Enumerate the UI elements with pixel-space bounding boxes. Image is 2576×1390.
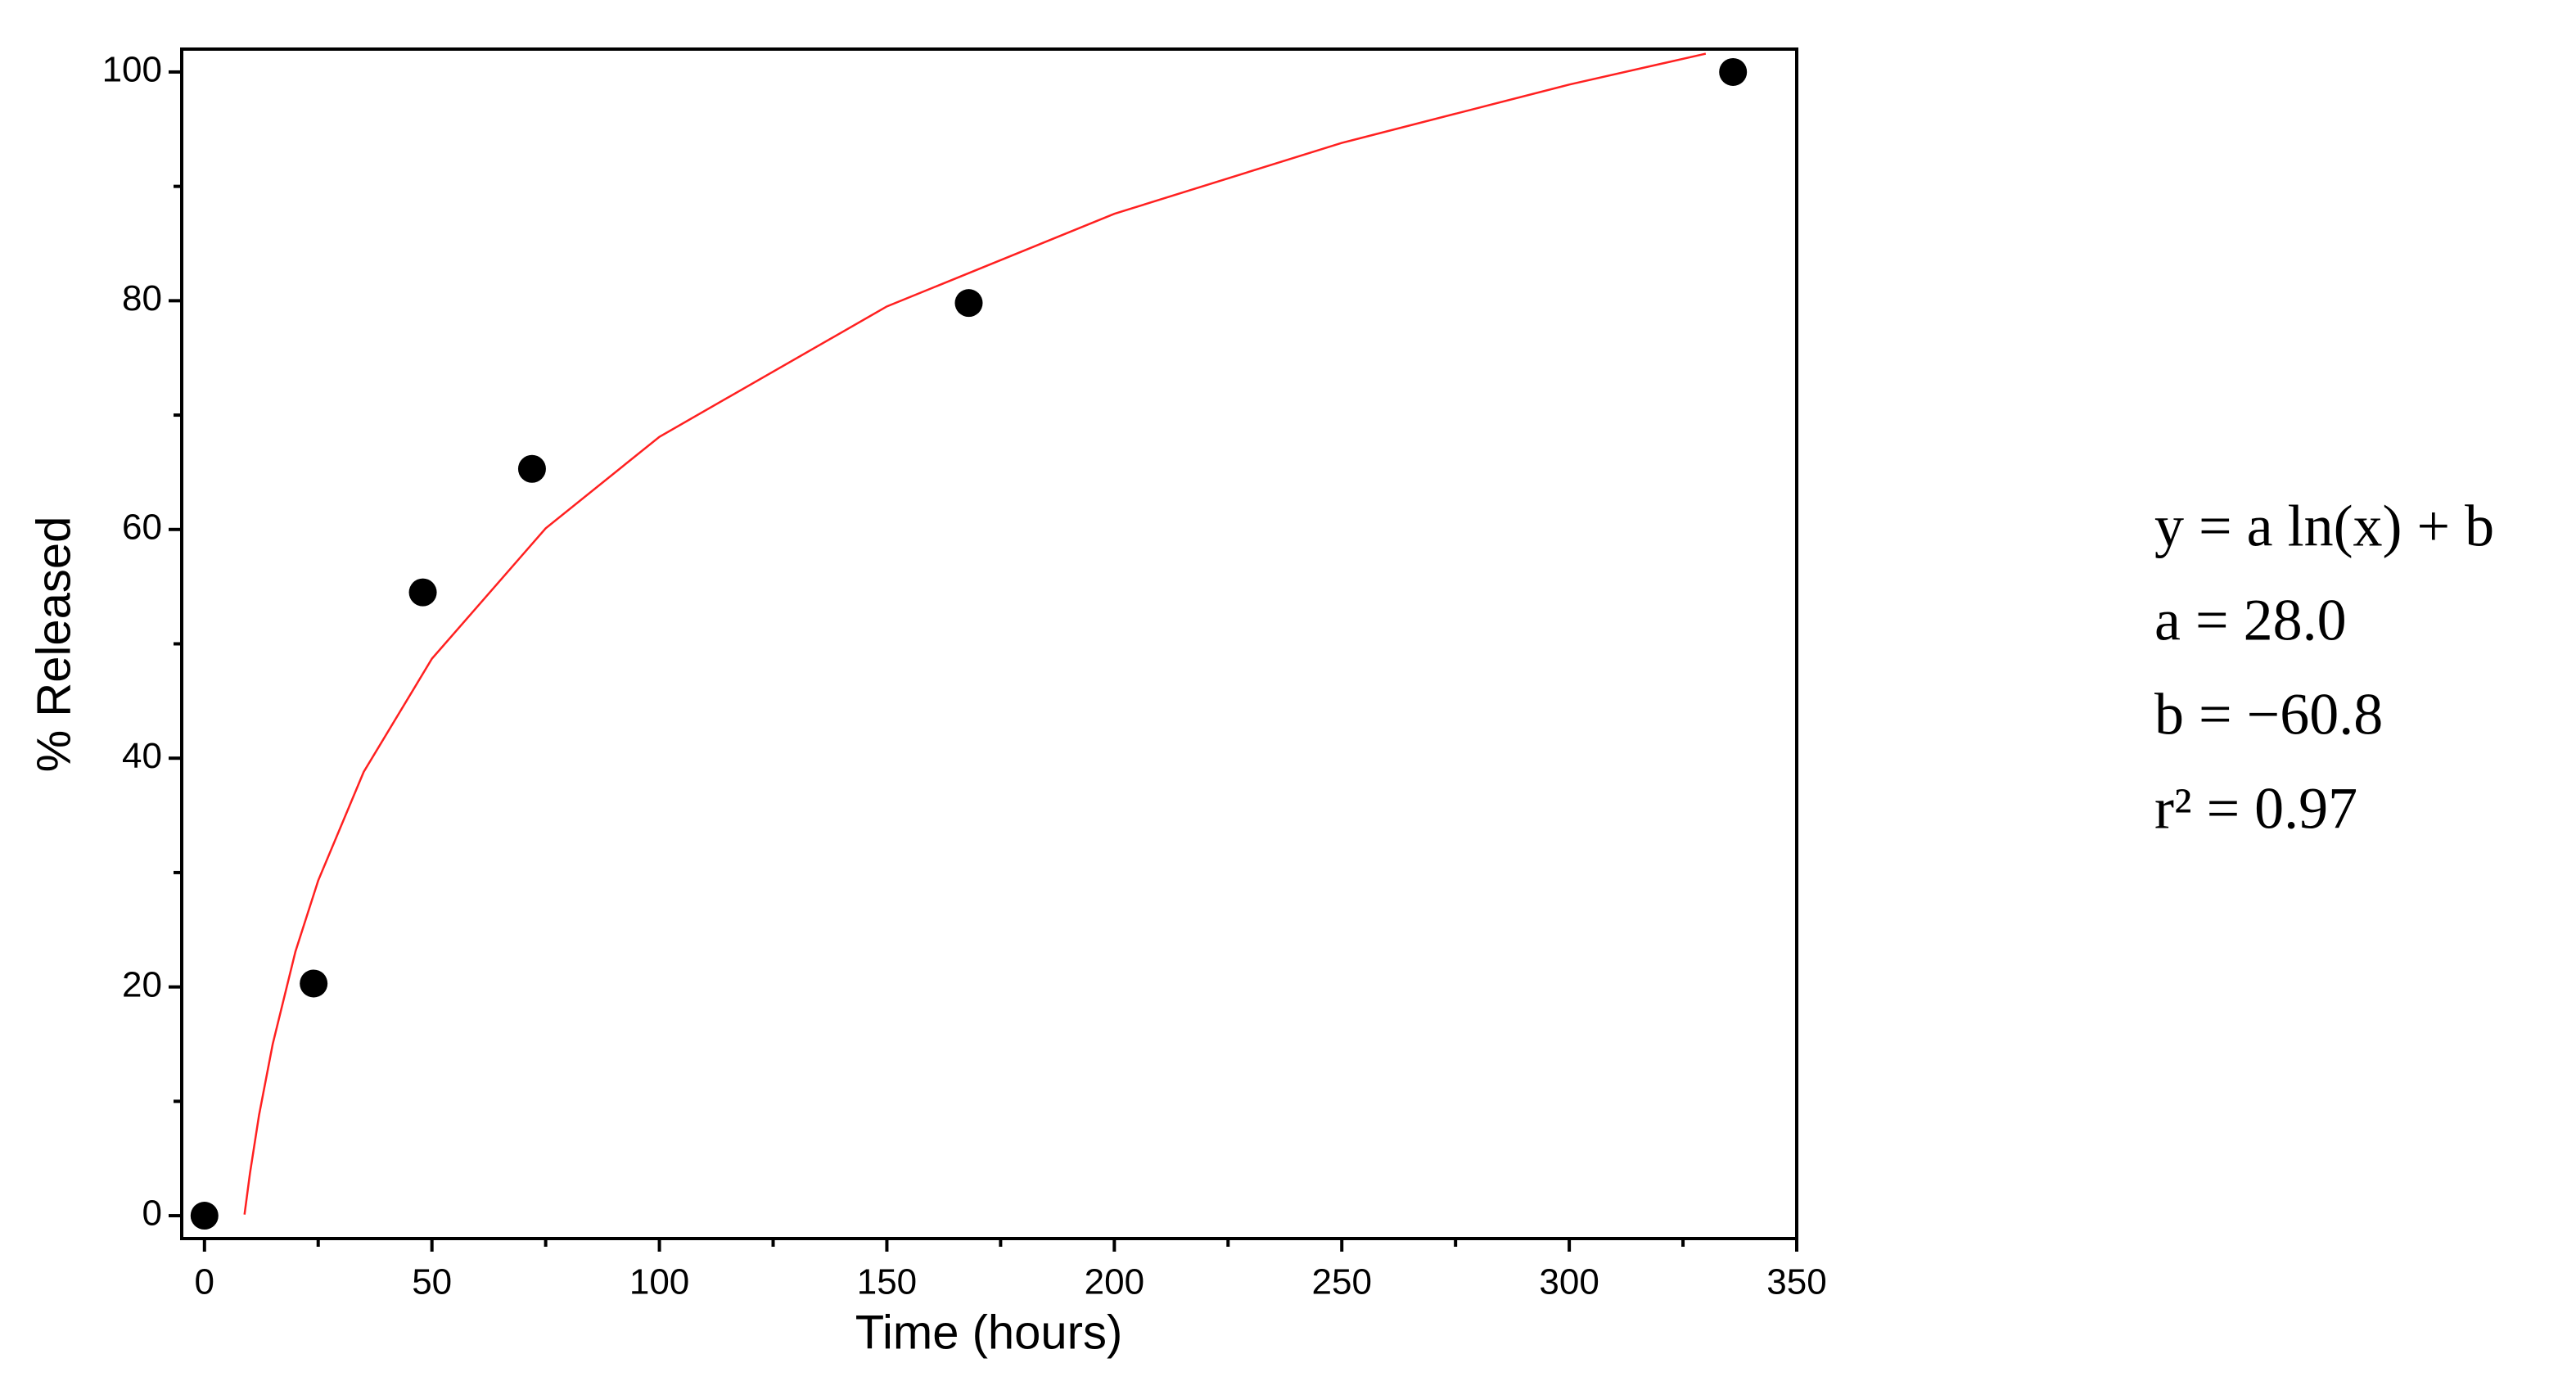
data-point xyxy=(408,578,437,607)
data-point xyxy=(517,454,546,483)
data-point xyxy=(300,969,328,998)
equation-line: y = a ln(x) + b xyxy=(2154,494,2494,559)
y-tick-label: 100 xyxy=(102,50,162,90)
y-tick-label: 80 xyxy=(122,278,162,318)
x-tick-label: 250 xyxy=(1312,1262,1372,1302)
x-tick-label: 300 xyxy=(1539,1262,1599,1302)
x-tick-label: 200 xyxy=(1085,1262,1144,1302)
x-tick-label: 100 xyxy=(629,1262,689,1302)
y-tick-label: 40 xyxy=(122,736,162,776)
y-tick-label: 60 xyxy=(122,507,162,547)
x-axis-title: Time (hours) xyxy=(855,1306,1123,1359)
x-tick-label: 50 xyxy=(412,1262,452,1302)
fit-curve xyxy=(243,52,1707,1215)
equation-line: a = 28.0 xyxy=(2154,588,2347,653)
data-point xyxy=(190,1202,219,1230)
equation-line: b = −60.8 xyxy=(2154,682,2383,747)
plot-frame xyxy=(180,47,1798,1240)
y-tick-label: 20 xyxy=(122,964,162,1004)
y-axis-title: % Released xyxy=(27,517,80,773)
x-tick-label: 350 xyxy=(1766,1262,1826,1302)
equation-line: r² = 0.97 xyxy=(2154,776,2357,842)
y-tick-label: 0 xyxy=(142,1194,162,1234)
data-point xyxy=(954,289,983,318)
data-point xyxy=(1719,57,1748,86)
x-tick-label: 150 xyxy=(857,1262,917,1302)
x-tick-label: 0 xyxy=(195,1262,214,1302)
